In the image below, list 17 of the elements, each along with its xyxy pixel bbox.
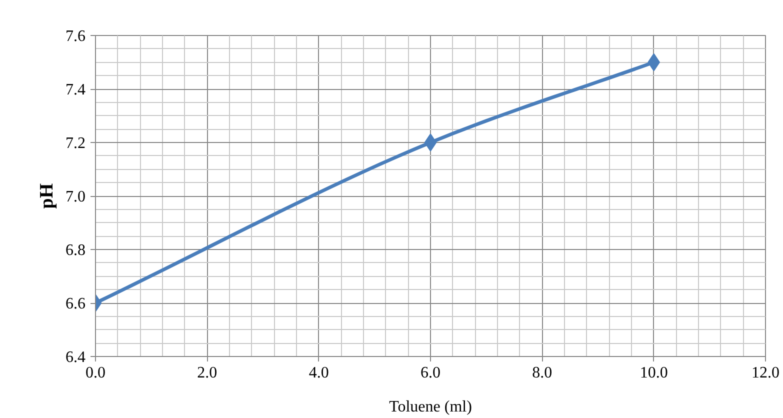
x-tick-label: 4.0: [308, 364, 329, 382]
y-tick-label: 7.6: [66, 28, 86, 45]
y-tick-label: 7.2: [66, 135, 86, 152]
x-tick-label: 2.0: [197, 364, 218, 382]
y-tick-label: 6.4: [66, 349, 86, 366]
y-tick-label: 7.0: [66, 188, 86, 206]
x-axis-title: Toluene (ml): [389, 398, 472, 416]
y-tick-label: 6.6: [66, 296, 86, 312]
x-tick-label: 6.0: [420, 364, 440, 382]
x-tick-label: 0.0: [86, 364, 106, 382]
x-tick-label: 12.0: [752, 364, 780, 382]
point: [424, 134, 437, 152]
y-tick-label: 7.4: [66, 82, 86, 98]
x-tick-label: 10.0: [640, 364, 668, 382]
y-axis-title: pH: [36, 183, 58, 209]
x-tick-label: 8.0: [532, 364, 552, 382]
y-tick-label: 6.8: [66, 242, 86, 259]
